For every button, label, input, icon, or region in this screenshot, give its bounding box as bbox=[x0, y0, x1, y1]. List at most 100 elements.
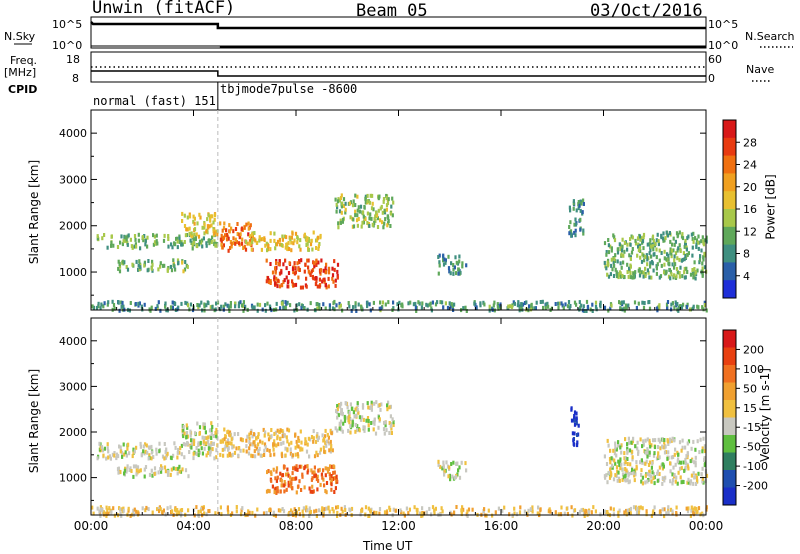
data-pixel bbox=[305, 505, 308, 510]
data-pixel bbox=[442, 305, 445, 310]
data-pixel bbox=[214, 243, 217, 248]
data-pixel bbox=[452, 271, 455, 276]
data-pixel bbox=[201, 225, 204, 230]
data-pixel bbox=[297, 454, 300, 459]
data-pixel bbox=[626, 270, 629, 274]
data-pixel bbox=[110, 510, 113, 515]
data-pixel bbox=[192, 240, 196, 245]
data-pixel bbox=[169, 505, 172, 510]
data-pixel bbox=[213, 239, 216, 244]
data-pixel bbox=[690, 508, 693, 513]
data-pixel bbox=[521, 302, 525, 307]
data-pixel bbox=[105, 511, 108, 516]
data-pixel bbox=[304, 262, 307, 267]
data-pixel bbox=[307, 436, 310, 441]
data-pixel bbox=[199, 215, 202, 220]
data-pixel bbox=[262, 427, 265, 432]
data-pixel bbox=[614, 267, 617, 272]
data-pixel bbox=[267, 488, 270, 493]
data-pixel bbox=[276, 486, 279, 491]
data-pixel bbox=[686, 464, 690, 469]
data-pixel bbox=[614, 473, 617, 478]
data-pixel bbox=[310, 238, 313, 243]
data-pixel bbox=[184, 233, 187, 238]
data-pixel bbox=[189, 302, 193, 307]
data-pixel bbox=[355, 413, 358, 418]
data-pixel bbox=[614, 445, 617, 450]
data-pixel bbox=[648, 452, 651, 457]
data-pixel bbox=[310, 435, 314, 439]
data-pixel bbox=[137, 511, 140, 516]
data-pixel bbox=[575, 411, 578, 416]
data-pixel bbox=[230, 453, 233, 458]
data-pixel bbox=[281, 234, 284, 239]
data-pixel bbox=[590, 510, 593, 515]
data-pixel bbox=[105, 505, 108, 510]
data-pixel bbox=[370, 216, 373, 221]
data-pixel bbox=[683, 266, 686, 271]
data-pixel bbox=[286, 300, 289, 305]
data-pixel bbox=[336, 404, 339, 408]
data-pixel bbox=[191, 234, 194, 239]
data-pixel bbox=[492, 303, 495, 308]
data-pixel bbox=[606, 480, 609, 485]
data-pixel bbox=[180, 242, 183, 247]
data-pixel bbox=[357, 410, 360, 415]
data-pixel bbox=[356, 213, 359, 218]
data-pixel bbox=[694, 455, 697, 460]
data-pixel bbox=[119, 469, 122, 474]
data-pixel bbox=[674, 300, 677, 305]
data-pixel bbox=[205, 441, 208, 446]
data-pixel bbox=[667, 442, 670, 446]
data-pixel bbox=[458, 254, 461, 259]
data-pixel bbox=[366, 416, 370, 420]
data-pixel bbox=[378, 511, 381, 516]
data-pixel bbox=[679, 265, 682, 270]
data-pixel bbox=[335, 474, 338, 479]
panel-background-power bbox=[91, 110, 706, 310]
data-pixel bbox=[651, 470, 654, 475]
data-pixel bbox=[513, 506, 516, 511]
data-pixel bbox=[325, 481, 329, 485]
data-pixel bbox=[171, 300, 174, 305]
data-pixel bbox=[327, 276, 330, 281]
data-pixel bbox=[379, 407, 382, 412]
data-pixel bbox=[409, 300, 412, 305]
data-pixel bbox=[227, 447, 230, 452]
data-pixel bbox=[634, 238, 637, 243]
data-pixel bbox=[157, 267, 160, 272]
data-pixel bbox=[344, 401, 347, 406]
data-pixel bbox=[609, 306, 612, 311]
data-pixel bbox=[339, 220, 342, 225]
data-pixel bbox=[180, 301, 183, 306]
data-pixel bbox=[460, 509, 464, 514]
data-pixel bbox=[568, 231, 571, 236]
data-pixel bbox=[603, 260, 606, 265]
data-pixel bbox=[175, 466, 178, 471]
data-pixel bbox=[610, 246, 613, 251]
data-pixel bbox=[385, 196, 388, 200]
data-pixel bbox=[109, 456, 112, 461]
data-pixel bbox=[143, 234, 146, 238]
data-pixel bbox=[298, 244, 301, 249]
data-pixel bbox=[634, 270, 637, 275]
data-pixel bbox=[268, 304, 272, 309]
data-pixel bbox=[417, 300, 420, 305]
data-pixel bbox=[701, 273, 704, 278]
data-pixel bbox=[265, 511, 268, 515]
data-pixel bbox=[308, 514, 311, 518]
data-pixel bbox=[653, 252, 656, 257]
data-pixel bbox=[125, 265, 128, 269]
data-pixel bbox=[609, 471, 613, 476]
data-pixel bbox=[627, 480, 630, 485]
data-pixel bbox=[102, 453, 105, 458]
data-pixel bbox=[665, 230, 668, 235]
data-pixel bbox=[683, 244, 686, 249]
data-pixel bbox=[307, 247, 310, 252]
data-pixel bbox=[112, 243, 115, 248]
data-pixel bbox=[646, 257, 649, 262]
data-pixel bbox=[288, 247, 291, 251]
data-pixel bbox=[338, 426, 341, 431]
data-pixel bbox=[312, 230, 315, 235]
data-pixel bbox=[119, 507, 122, 512]
